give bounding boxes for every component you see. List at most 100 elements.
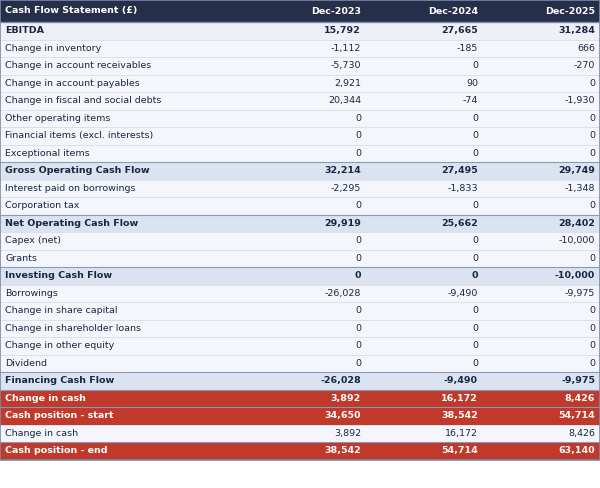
Text: 28,402: 28,402 <box>558 219 595 228</box>
Text: 0: 0 <box>355 201 361 210</box>
Bar <box>483 302 600 320</box>
Bar <box>0 162 249 180</box>
Text: 3,892: 3,892 <box>331 394 361 403</box>
Bar <box>249 232 366 249</box>
Text: -1,348: -1,348 <box>565 184 595 193</box>
Text: Financial items (excl. interests): Financial items (excl. interests) <box>5 131 153 140</box>
Bar <box>0 144 249 162</box>
Text: -1,112: -1,112 <box>331 44 361 53</box>
Bar <box>366 127 483 144</box>
Text: 0: 0 <box>355 359 361 368</box>
Text: -2,295: -2,295 <box>331 184 361 193</box>
Text: Financing Cash Flow: Financing Cash Flow <box>5 376 114 385</box>
Bar <box>483 162 600 180</box>
Text: 0: 0 <box>355 306 361 315</box>
Bar <box>366 22 483 40</box>
Bar <box>0 442 249 460</box>
Bar <box>249 127 366 144</box>
Bar <box>249 215 366 232</box>
Text: 15,792: 15,792 <box>324 26 361 35</box>
Bar <box>0 40 249 57</box>
Bar <box>0 320 249 337</box>
Text: Change in shareholder loans: Change in shareholder loans <box>5 324 141 333</box>
Bar <box>0 372 249 389</box>
Bar <box>0 407 249 425</box>
Text: -270: -270 <box>574 61 595 70</box>
Bar <box>483 267 600 285</box>
Text: 3,892: 3,892 <box>334 429 361 438</box>
Text: 8,426: 8,426 <box>568 429 595 438</box>
Bar <box>366 162 483 180</box>
Bar <box>483 442 600 460</box>
Bar <box>483 197 600 215</box>
Bar <box>483 40 600 57</box>
Bar <box>249 180 366 197</box>
Bar <box>483 109 600 127</box>
Bar <box>249 22 366 40</box>
Bar <box>0 180 249 197</box>
Bar <box>249 320 366 337</box>
Bar <box>0 302 249 320</box>
Text: Dividend: Dividend <box>5 359 47 368</box>
Text: Borrowings: Borrowings <box>5 289 58 298</box>
Bar <box>249 75 366 92</box>
Text: Dec-2023: Dec-2023 <box>311 6 361 16</box>
Bar <box>249 162 366 180</box>
Bar <box>249 285 366 302</box>
Bar <box>249 337 366 354</box>
Text: -1,833: -1,833 <box>448 184 478 193</box>
Text: 2,921: 2,921 <box>334 79 361 88</box>
Text: 0: 0 <box>589 149 595 158</box>
Text: Gross Operating Cash Flow: Gross Operating Cash Flow <box>5 166 149 175</box>
Bar <box>483 389 600 407</box>
Text: 29,749: 29,749 <box>558 166 595 175</box>
Text: Dec-2024: Dec-2024 <box>428 6 478 16</box>
Bar <box>483 57 600 75</box>
Text: 0: 0 <box>472 306 478 315</box>
Bar <box>0 354 249 372</box>
Text: 0: 0 <box>472 359 478 368</box>
Bar <box>483 425 600 442</box>
Text: 0: 0 <box>355 324 361 333</box>
Text: 0: 0 <box>355 271 361 280</box>
Bar <box>366 389 483 407</box>
Text: 0: 0 <box>589 79 595 88</box>
Bar <box>249 442 366 460</box>
Bar <box>366 354 483 372</box>
Text: Change in cash: Change in cash <box>5 394 86 403</box>
Bar <box>0 425 249 442</box>
Text: 0: 0 <box>472 201 478 210</box>
Bar <box>483 127 600 144</box>
Text: Interest paid on borrowings: Interest paid on borrowings <box>5 184 136 193</box>
Bar <box>483 232 600 249</box>
Bar <box>249 249 366 267</box>
Bar <box>249 267 366 285</box>
Bar <box>0 389 249 407</box>
Bar <box>249 57 366 75</box>
Text: 0: 0 <box>472 341 478 350</box>
Bar <box>366 92 483 109</box>
Text: 0: 0 <box>472 149 478 158</box>
Bar <box>249 389 366 407</box>
Text: 0: 0 <box>355 341 361 350</box>
Text: Net Operating Cash Flow: Net Operating Cash Flow <box>5 219 138 228</box>
Text: Change in cash: Change in cash <box>5 429 78 438</box>
Bar <box>249 354 366 372</box>
Text: 0: 0 <box>472 254 478 263</box>
Text: Change in fiscal and social debts: Change in fiscal and social debts <box>5 96 161 105</box>
Bar <box>249 372 366 389</box>
Bar <box>366 57 483 75</box>
Text: -10,000: -10,000 <box>559 236 595 245</box>
Text: -9,490: -9,490 <box>444 376 478 385</box>
Bar <box>483 75 600 92</box>
Bar <box>249 407 366 425</box>
Bar <box>483 285 600 302</box>
Bar <box>483 0 600 22</box>
Text: Cash Flow Statement (£): Cash Flow Statement (£) <box>5 6 137 16</box>
Text: 0: 0 <box>472 271 478 280</box>
Text: 0: 0 <box>589 359 595 368</box>
Bar <box>483 92 600 109</box>
Bar <box>0 285 249 302</box>
Text: 8,426: 8,426 <box>565 394 595 403</box>
Text: 0: 0 <box>589 114 595 123</box>
